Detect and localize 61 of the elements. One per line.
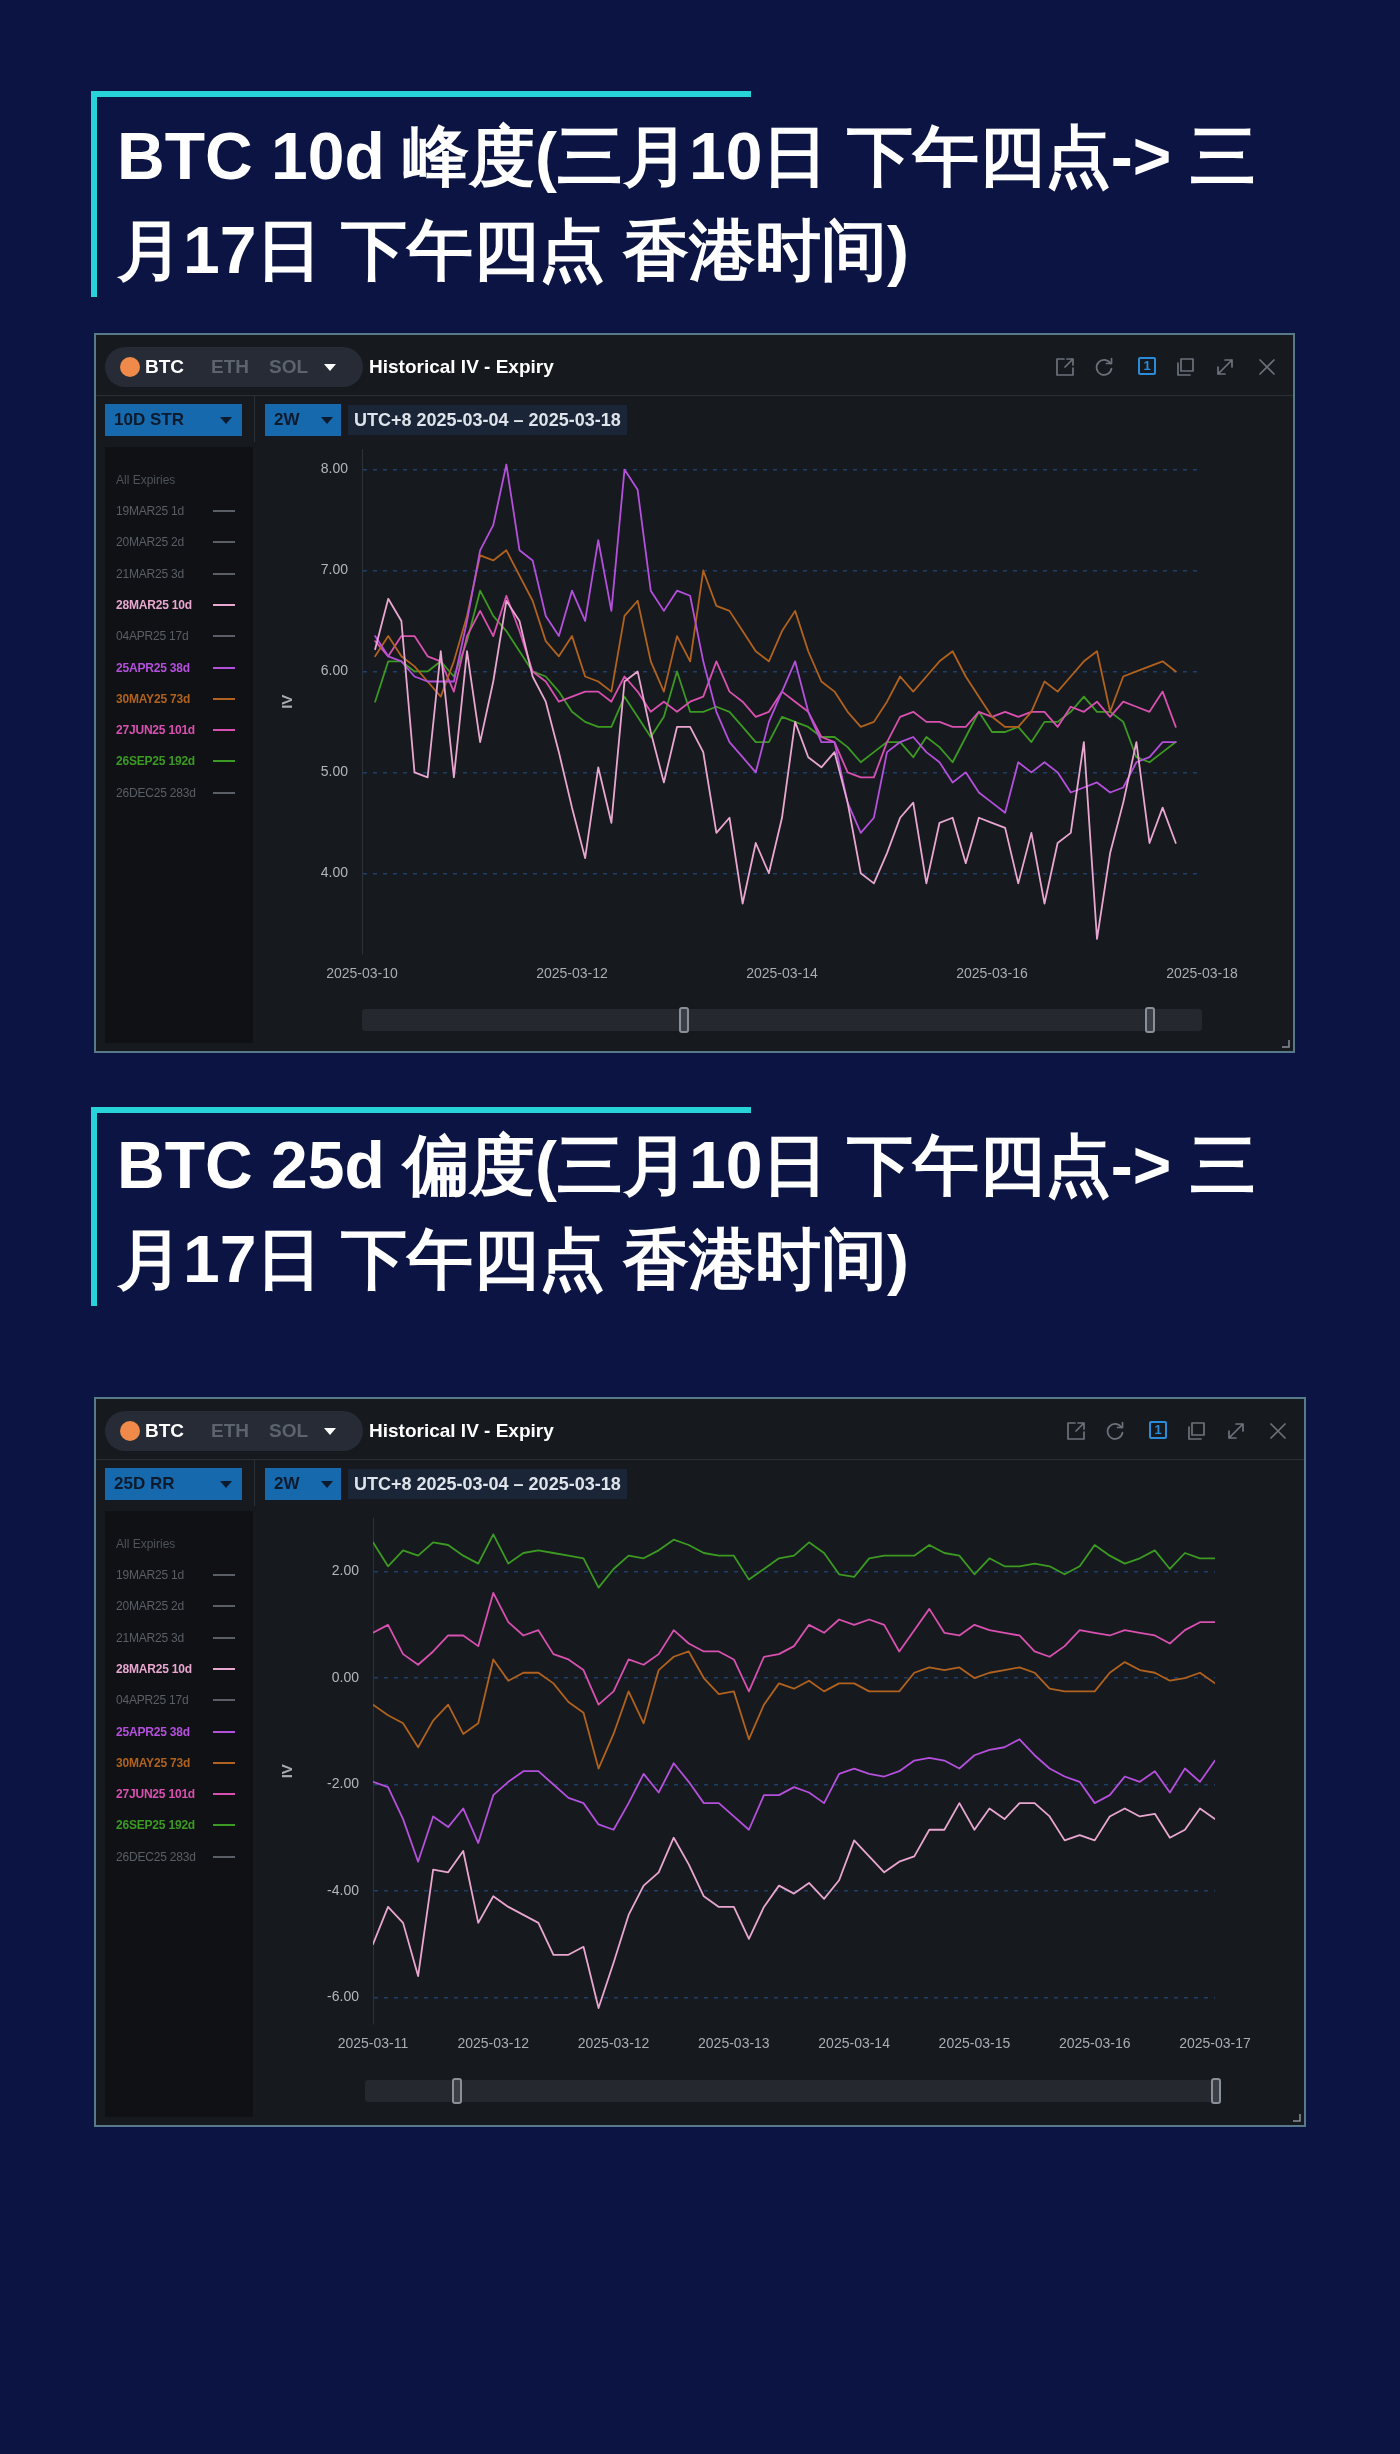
date-range-field: UTC+8 2025-03-04 – 2025-03-18 xyxy=(348,1469,627,1499)
x-tick-label: 2025-03-12 xyxy=(457,2035,530,2052)
chart-title: BTC 10d 峰度(三月10日 下午四点-> 三月17日 下午四点 香港时间) xyxy=(91,91,1311,297)
legend-label: 26SEP25 192d xyxy=(116,754,195,769)
legend-label: 20MAR25 2d xyxy=(116,1599,185,1614)
y-tick-label: 0.00 xyxy=(331,1668,360,1685)
legend-label: 19MAR25 1d xyxy=(116,1568,185,1582)
legend-label: 26SEP25 192d xyxy=(116,1818,195,1833)
text: Historical IV - Expiry xyxy=(369,1420,554,1441)
x-tick-label: 2025-03-12 xyxy=(577,2035,650,2052)
dropdown: 25D RR xyxy=(105,1468,242,1500)
legend-title: All Expiries xyxy=(116,1537,176,1551)
x-tick-label: 2025-03-17 xyxy=(1179,2035,1252,2052)
text: 1 xyxy=(1138,357,1156,375)
x-tick-label: 2025-03-16 xyxy=(956,965,1029,982)
y-tick-label: 2.00 xyxy=(331,1562,360,1579)
legend-label: 21MAR25 3d xyxy=(116,566,185,581)
x-tick-label: 2025-03-12 xyxy=(536,965,609,982)
y-tick-label: 8.00 xyxy=(320,460,349,477)
text: 1 xyxy=(1149,1421,1167,1439)
y-tick-label: 5.00 xyxy=(320,763,349,780)
y-tick-label: -2.00 xyxy=(327,1775,360,1792)
legend-title: All Expiries xyxy=(116,473,176,487)
legend-label: 30MAY25 73d xyxy=(116,1755,191,1770)
x-tick-label: 2025-03-11 xyxy=(337,2035,409,2052)
y-tick-label: 4.00 xyxy=(320,864,349,881)
y-tick-label: 7.00 xyxy=(320,561,349,578)
x-tick-label: 2025-03-14 xyxy=(818,2035,891,2052)
legend-label: 28MAR25 10d xyxy=(116,597,192,612)
x-tick-label: 2025-03-10 xyxy=(326,965,399,982)
x-tick-label: 2025-03-14 xyxy=(746,965,819,982)
text: Historical IV - Expiry xyxy=(369,356,554,377)
y-axis-title: IV xyxy=(278,1764,296,1779)
legend-label: 25APR25 38d xyxy=(116,1724,190,1739)
legend-label: 30MAY25 73d xyxy=(116,691,191,706)
x-tick-label: 2025-03-16 xyxy=(1058,2035,1131,2052)
y-tick-label: -6.00 xyxy=(327,1988,360,2005)
dropdown: 2W xyxy=(265,404,341,436)
dropdown: 2W xyxy=(265,1468,341,1500)
legend-label: 26DEC25 283d xyxy=(116,785,196,800)
legend-label: 27JUN25 101d xyxy=(116,1787,195,1802)
date-range-field: UTC+8 2025-03-04 – 2025-03-18 xyxy=(348,405,627,435)
x-tick-label: 2025-03-18 xyxy=(1166,965,1239,982)
dropdown: 10D STR xyxy=(105,404,242,436)
legend-label: 19MAR25 1d xyxy=(116,504,185,518)
legend-label: 04APR25 17d xyxy=(116,629,189,644)
y-axis-title: IV xyxy=(278,694,296,709)
y-tick-label: -4.00 xyxy=(327,1881,360,1898)
chart-title: BTC 25d 偏度(三月10日 下午四点-> 三月17日 下午四点 香港时间) xyxy=(91,1107,1311,1306)
coin-tabs: BTC ETH SOL xyxy=(105,1411,363,1451)
x-tick-label: 2025-03-13 xyxy=(698,2035,770,2052)
legend-label: 27JUN25 101d xyxy=(116,723,195,738)
coin-tabs: BTC ETH SOL xyxy=(105,347,363,387)
legend-label: 04APR25 17d xyxy=(116,1693,189,1708)
legend-label: 21MAR25 3d xyxy=(116,1630,185,1645)
legend-label: 25APR25 38d xyxy=(116,660,190,675)
legend-label: 20MAR25 2d xyxy=(116,535,185,550)
x-tick-label: 2025-03-15 xyxy=(938,2035,1011,2052)
y-tick-label: 6.00 xyxy=(320,662,349,679)
legend-label: 28MAR25 10d xyxy=(116,1661,192,1676)
legend-label: 26DEC25 283d xyxy=(116,1849,196,1864)
